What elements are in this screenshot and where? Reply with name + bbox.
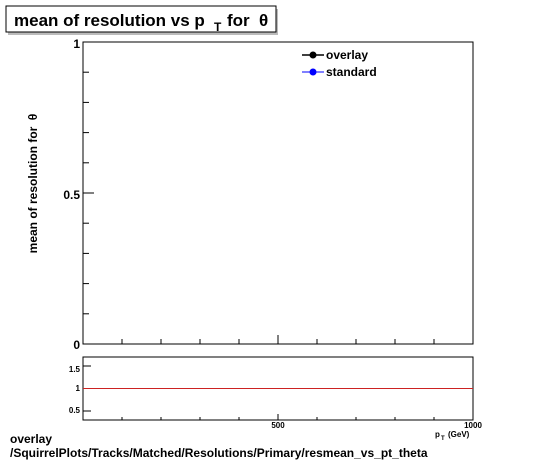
title-box-frame <box>5 5 277 33</box>
title-box: mean of resolution vs p T for θ <box>5 5 278 35</box>
chart-title-subscript: T <box>214 20 222 34</box>
legend-label-standard: standard <box>326 65 377 79</box>
legend-label-overlay: overlay <box>326 48 368 62</box>
legend-marker-standard <box>309 68 317 76</box>
main-plot-frame <box>82 41 474 345</box>
y-axis-label: mean of resolution for <box>26 126 40 253</box>
ratio-ytick-label-0.5: 0.5 <box>69 406 81 415</box>
ratio-xtick-label-500: 500 <box>271 421 285 430</box>
chart-title-symbol: θ <box>259 11 268 30</box>
main-ytick-label-1: 1 <box>73 37 80 51</box>
footer-path: /SquirrelPlots/Tracks/Matched/Resolution… <box>10 446 428 460</box>
legend: overlay standard <box>302 48 377 79</box>
x-axis-label: p <box>435 430 440 439</box>
ratio-x-ticks <box>121 414 435 420</box>
chart-title: mean of resolution vs p <box>14 11 205 30</box>
x-axis-label-group: p T (GeV) <box>435 430 470 442</box>
footer-label: overlay <box>10 432 53 446</box>
ratio-ytick-label-1.5: 1.5 <box>69 365 81 374</box>
main-x-ticks <box>121 335 435 344</box>
chart-title-for: for <box>227 11 250 30</box>
x-axis-label-unit: (GeV) <box>448 430 470 439</box>
x-axis-label-subscript: T <box>441 436 445 442</box>
ratio-ytick-label-1: 1 <box>76 384 81 393</box>
main-y-ticks <box>83 41 94 345</box>
legend-entry-overlay: overlay <box>302 48 368 62</box>
ratio-xtick-label-1000: 1000 <box>464 421 482 430</box>
legend-marker-overlay <box>309 51 317 59</box>
y-axis-label-group: mean of resolution for θ <box>26 114 40 254</box>
y-axis-label-symbol: θ <box>26 114 40 121</box>
legend-entry-standard: standard <box>302 65 377 79</box>
main-ytick-label-0.5: 0.5 <box>63 188 80 202</box>
main-ytick-label-0: 0 <box>73 338 80 352</box>
